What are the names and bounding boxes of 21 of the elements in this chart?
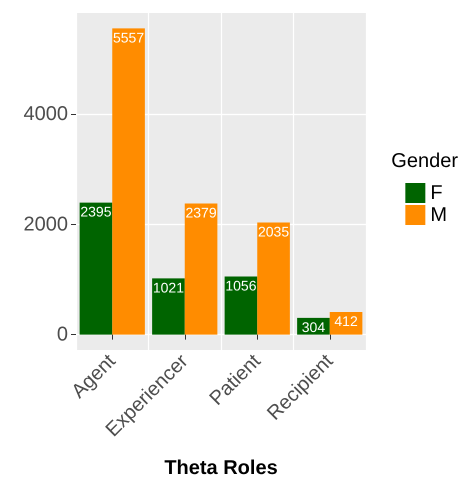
y-tick-label: 0 bbox=[56, 324, 68, 346]
data-label: 304 bbox=[302, 318, 326, 335]
data-label: 1021 bbox=[152, 279, 184, 296]
data-label: 2379 bbox=[185, 204, 217, 221]
legend-label: F bbox=[430, 182, 443, 204]
data-label: 2395 bbox=[80, 204, 112, 220]
legend-label: M bbox=[430, 204, 448, 226]
bar bbox=[224, 276, 258, 335]
bar bbox=[80, 202, 112, 335]
data-label: 412 bbox=[334, 312, 358, 329]
bar bbox=[112, 28, 145, 335]
data-label: 5557 bbox=[112, 29, 144, 46]
data-label: 2035 bbox=[258, 223, 290, 240]
bar bbox=[257, 222, 290, 335]
bar bbox=[184, 204, 218, 335]
legend-title: Gender bbox=[391, 150, 458, 172]
data-label: 1056 bbox=[225, 277, 257, 294]
bar bbox=[152, 278, 185, 335]
y-tick-label: 2000 bbox=[24, 213, 68, 236]
x-axis-title: Theta Roles bbox=[164, 457, 278, 479]
y-tick-label: 4000 bbox=[24, 103, 68, 126]
